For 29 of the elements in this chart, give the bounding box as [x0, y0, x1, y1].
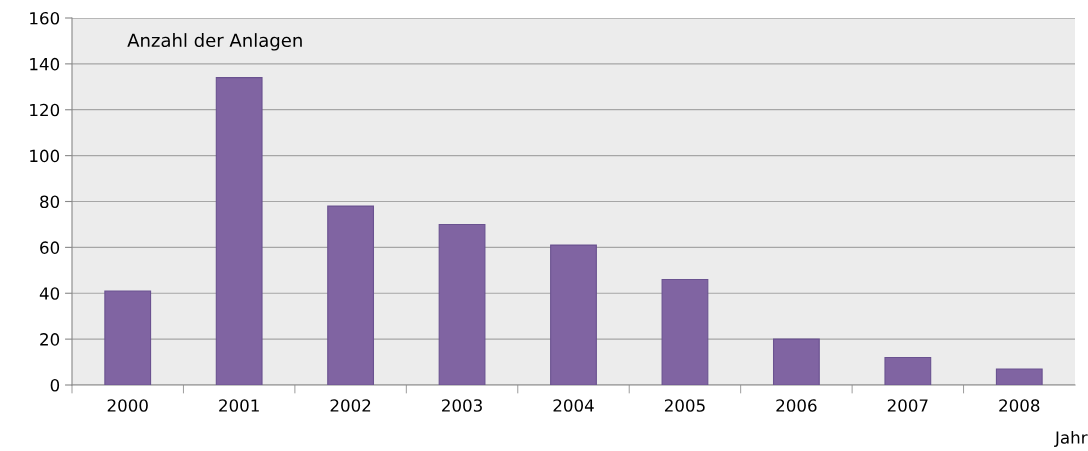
bar [995, 368, 1043, 385]
y-tick-label: 40 [39, 287, 60, 300]
x-tick-label: 2003 [442, 399, 482, 412]
bar [772, 338, 820, 385]
x-tick-label: 2005 [664, 399, 705, 412]
x-tick-label: 2000 [107, 399, 148, 412]
y-tick-label: 0 [50, 378, 60, 392]
bar [884, 356, 932, 385]
y-tick-label: 100 [30, 149, 60, 163]
bar [550, 244, 597, 385]
y-tick-label: 160 [30, 11, 60, 25]
x-tick-label: 2006 [776, 399, 817, 412]
x-tick-label: 2004 [553, 399, 594, 412]
y-tick-label: 120 [30, 103, 60, 117]
bar [438, 223, 486, 385]
bar [661, 278, 709, 385]
y-tick-label: 60 [40, 241, 60, 254]
bar [215, 77, 263, 385]
x-tick-label: 2007 [887, 399, 928, 412]
x-axis-title: Jahr [1054, 430, 1088, 447]
y-axis-title: Anzahl der Anlagen [127, 33, 302, 51]
y-tick-label: 140 [30, 57, 60, 71]
y-tick-label: 80 [40, 195, 60, 209]
bar [104, 290, 152, 385]
y-tick-label: 20 [40, 333, 60, 346]
x-tick-label: 2002 [330, 399, 371, 412]
x-tick-label: 2008 [999, 399, 1040, 412]
bar [327, 205, 375, 385]
x-tick-label: 2001 [219, 399, 259, 412]
